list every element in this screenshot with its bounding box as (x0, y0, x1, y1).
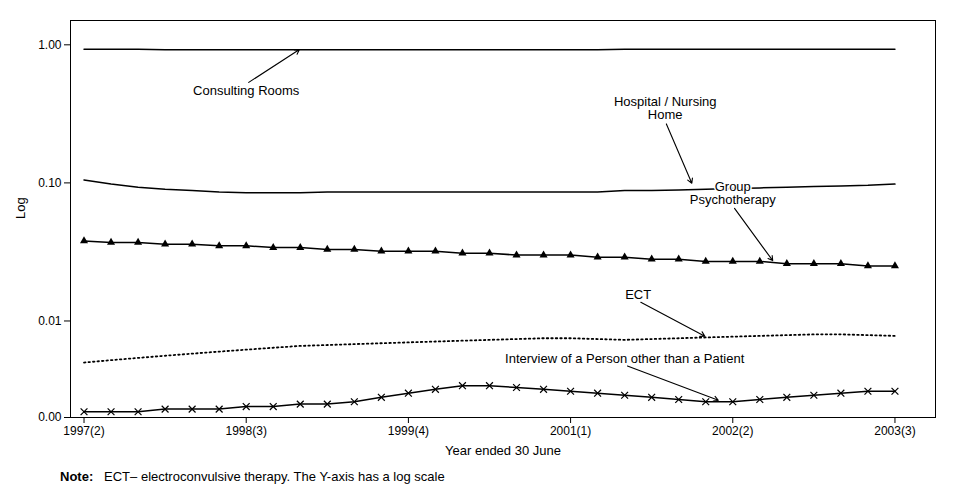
svg-text:Consulting Rooms: Consulting Rooms (193, 83, 300, 98)
svg-text:Interview of a Person other th: Interview of a Person other than a Patie… (505, 351, 745, 366)
svg-text:1998(3): 1998(3) (226, 424, 267, 438)
svg-text:Year ended 30 June: Year ended 30 June (445, 443, 561, 458)
svg-text:GroupPsychotherapy: GroupPsychotherapy (690, 179, 776, 207)
svg-text:2001(1): 2001(1) (550, 424, 591, 438)
svg-text:0.00: 0.00 (38, 410, 62, 424)
svg-text:1.00: 1.00 (38, 38, 62, 52)
svg-text:2002(2): 2002(2) (712, 424, 753, 438)
svg-text:ECT: ECT (625, 287, 651, 302)
html-text:Note: ECT– electroconvulsive t: Note: ECT– electroconvulsive therapy. Th… (60, 469, 445, 484)
svg-text:0.10: 0.10 (38, 176, 62, 190)
svg-text:0.01: 0.01 (38, 314, 62, 328)
svg-text:1999(4): 1999(4) (388, 424, 429, 438)
svg-text:2003(3): 2003(3) (874, 424, 915, 438)
svg-text:Hospital / NursingHome: Hospital / NursingHome (614, 94, 717, 122)
svg-text:1997(2): 1997(2) (63, 424, 104, 438)
svg-text:Log: Log (13, 197, 28, 219)
